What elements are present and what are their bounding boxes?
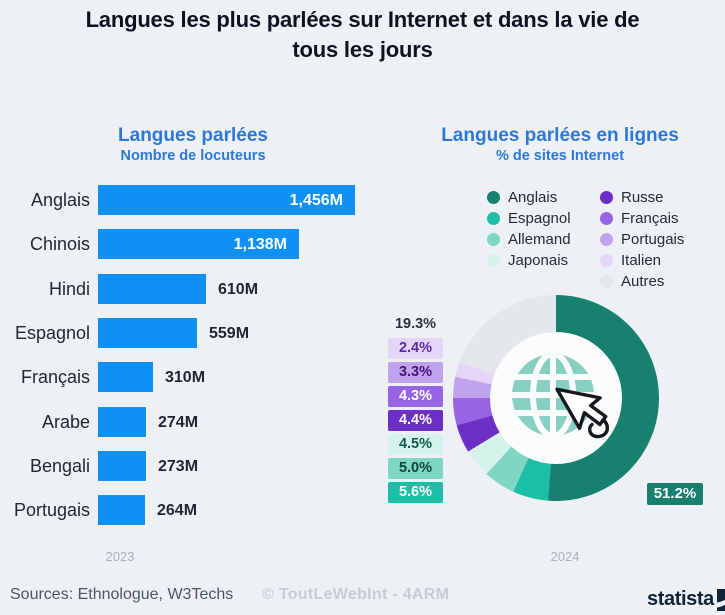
bar-chart-title: Langues parlées xyxy=(118,125,268,146)
legend-label: Japonais xyxy=(508,251,569,269)
donut-pct-label: 3.3% xyxy=(388,362,443,383)
donut-pct-label: 4.4% xyxy=(388,410,443,431)
bar-value-label: 559M xyxy=(209,325,250,342)
bar-anglais xyxy=(98,185,355,215)
page-title: Langues les plus parlées sur Internet et… xyxy=(0,5,725,65)
bar-category-label: Portugais xyxy=(13,500,90,520)
legend-dot-icon xyxy=(487,253,500,267)
bar-value-label: 310M xyxy=(165,369,206,386)
legend-item-autres: Autres xyxy=(600,272,684,290)
legend-label: Italien xyxy=(621,251,662,269)
bar-value-label: 264M xyxy=(157,502,198,519)
legend-label: Portugais xyxy=(621,230,685,248)
bar-value-label: 274M xyxy=(158,414,199,431)
bar-category-label: Hindi xyxy=(48,279,90,299)
page-title-line-2: tous les jours xyxy=(292,37,433,62)
donut-legend-column-1: Anglais Espagnol Allemand Japonais xyxy=(487,188,571,269)
legend-label: Russe xyxy=(621,188,664,206)
donut-pct-label: 2.4% xyxy=(388,338,443,359)
legend-item-italien: Italien xyxy=(600,251,684,269)
legend-item-portugais: Portugais xyxy=(600,230,685,248)
legend-dot-icon xyxy=(487,232,500,246)
bar-bengali xyxy=(98,451,146,481)
legend-label: Espagnol xyxy=(508,209,571,227)
legend-label: Allemand xyxy=(508,230,571,248)
bar-hindi xyxy=(98,274,206,304)
donut-main-value-label: 51.2% xyxy=(647,483,703,505)
legend-dot-icon xyxy=(487,190,500,204)
cursor-icon xyxy=(555,387,610,439)
legend-dot-icon xyxy=(600,274,613,288)
legend-item-espagnol: Espagnol xyxy=(487,209,571,227)
bar-chinois xyxy=(98,229,299,259)
bar-portugais xyxy=(98,495,145,525)
legend-dot-icon xyxy=(600,211,613,225)
bar-espagnol xyxy=(98,318,197,348)
legend-dot-icon xyxy=(600,232,613,246)
legend-dot-icon xyxy=(600,190,613,204)
legend-label: Autres xyxy=(621,272,665,290)
legend-label: Français xyxy=(621,209,679,227)
bar-value-label: 1,138M xyxy=(233,236,287,253)
bar-arabe xyxy=(98,407,146,437)
legend-item-anglais: Anglais xyxy=(487,188,571,206)
donut-chart-title: Langues parlées en lignes xyxy=(441,125,679,146)
donut-pct-label: 19.3% xyxy=(394,316,437,332)
donut-pct-label: 4.3% xyxy=(388,386,443,407)
page-title-line-1: Langues les plus parlées sur Internet et… xyxy=(85,7,640,32)
bar-chart-subtitle: Nombre de locuteurs xyxy=(120,148,266,164)
watermark: © ToutLeWebInt - 4ARM xyxy=(262,586,450,603)
statista-logo-text: statista xyxy=(647,588,714,610)
donut-legend-column-2: Russe Français Portugais Italien Autres xyxy=(600,188,685,290)
bar-value-label: 273M xyxy=(158,458,199,475)
legend-item-français: Français xyxy=(600,209,684,227)
legend-label: Anglais xyxy=(508,188,558,206)
sources-note: Sources: Ethnologue, W3Techs xyxy=(10,586,234,603)
bar-category-label: Espagnol xyxy=(14,323,90,343)
donut-pct-label: 5.6% xyxy=(388,482,443,503)
donut-pct-label: 5.0% xyxy=(388,458,443,479)
bar-value-label: 1,456M xyxy=(289,192,343,209)
legend-dot-icon xyxy=(487,211,500,225)
legend-item-japonais: Japonais xyxy=(487,251,571,269)
statista-logo: statista xyxy=(647,588,725,611)
bar-category-label: Anglais xyxy=(30,190,90,210)
donut-chart-year: 2024 xyxy=(550,549,580,564)
legend-dot-icon xyxy=(600,253,613,267)
statista-logo-mark-icon xyxy=(716,588,725,611)
donut-chart-subtitle: % de sites Internet xyxy=(495,148,625,164)
bar-value-label: 610M xyxy=(218,281,259,298)
bar-français xyxy=(98,362,153,392)
legend-item-russe: Russe xyxy=(600,188,684,206)
bar-category-label: Bengali xyxy=(29,456,90,476)
bar-chart-year: 2023 xyxy=(105,549,135,564)
legend-item-allemand: Allemand xyxy=(487,230,571,248)
bar-category-label: Arabe xyxy=(41,412,90,432)
donut-pct-label: 4.5% xyxy=(388,434,443,455)
bar-category-label: Chinois xyxy=(29,234,90,254)
bar-category-label: Français xyxy=(20,367,90,387)
